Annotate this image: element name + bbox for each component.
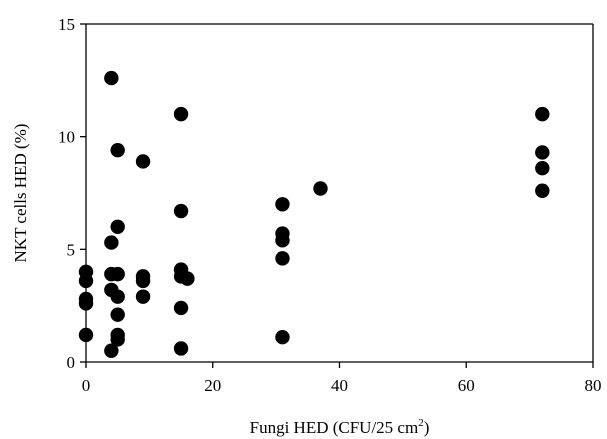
- x-axis-title-main: Fungi HED (CFU/25 cm: [250, 418, 419, 437]
- data-point: [110, 142, 125, 158]
- data-point: [535, 183, 550, 198]
- data-point: [104, 70, 119, 86]
- data-point: [135, 273, 151, 289]
- data-point: [535, 106, 550, 122]
- y-tick-label: 5: [67, 240, 76, 259]
- data-point: [275, 197, 290, 212]
- data-point: [110, 289, 125, 304]
- data-point: [173, 106, 189, 122]
- x-axis-ticks: 0 20 40 60 80: [82, 362, 602, 395]
- y-tick-label: 0: [67, 353, 76, 372]
- data-point: [135, 289, 151, 304]
- data-point: [104, 235, 119, 250]
- data-point: [313, 181, 328, 196]
- x-tick-label: 40: [331, 376, 348, 395]
- data-point: [535, 161, 550, 176]
- y-tick-label: 10: [58, 128, 75, 147]
- data-point: [135, 154, 151, 169]
- data-point: [78, 273, 94, 289]
- data-point: [173, 203, 189, 219]
- data-point: [275, 330, 290, 345]
- data-point: [275, 233, 290, 248]
- data-point: [110, 307, 125, 322]
- data-point: [535, 145, 550, 160]
- y-tick-label: 15: [58, 15, 75, 34]
- data-point: [173, 341, 189, 356]
- data-points: [78, 70, 550, 358]
- x-tick-label: 0: [82, 376, 91, 395]
- data-point: [110, 266, 125, 282]
- x-axis-title-superscript: 2: [418, 417, 424, 429]
- data-point: [110, 332, 125, 347]
- data-point: [275, 251, 290, 266]
- data-point: [78, 327, 94, 343]
- y-axis-ticks: 0 5 10 15: [58, 15, 86, 372]
- data-point: [110, 219, 125, 234]
- plot-area: 0 20 40 60 80 0 5 10 15: [58, 15, 602, 395]
- x-tick-label: 60: [458, 376, 475, 395]
- y-axis-title: NKT cells HED (%): [11, 124, 30, 263]
- data-point: [104, 343, 119, 358]
- x-tick-label: 20: [204, 376, 221, 395]
- data-point: [78, 296, 94, 311]
- x-axis-title: Fungi HED (CFU/25 cm2): [250, 417, 430, 437]
- data-point: [180, 271, 195, 286]
- data-point: [173, 300, 189, 316]
- x-axis-title-end: ): [424, 418, 430, 437]
- x-tick-label: 80: [585, 376, 602, 395]
